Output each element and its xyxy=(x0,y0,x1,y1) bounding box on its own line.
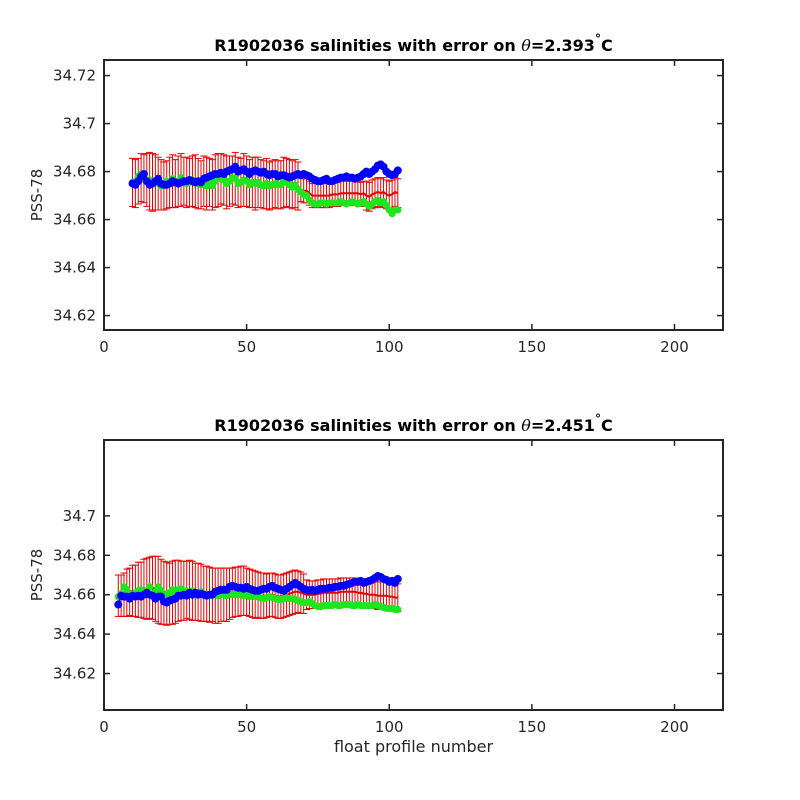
x-axis-label: float profile number xyxy=(334,737,494,756)
chart-title-theta: θ xyxy=(521,416,531,435)
y-axis-label: PSS-78 xyxy=(28,169,46,222)
corrected-point xyxy=(394,206,402,214)
chart-title: R1902036 salinities with error on θ=2.39… xyxy=(214,32,612,55)
y-tick-label: 34.62 xyxy=(53,665,96,683)
y-tick-label: 34.68 xyxy=(53,163,96,181)
raw-point xyxy=(393,166,402,175)
chart-title: R1902036 salinities with error on θ=2.45… xyxy=(214,412,612,435)
chart-title-unit: C xyxy=(601,36,613,55)
chart-panel-1: 0 50 100 150 200 34.62 34.64 34.66 34.68 34.7 34.7… xyxy=(28,32,724,356)
x-tick-label: 100 xyxy=(375,338,404,356)
raw-point xyxy=(114,600,123,609)
chart-title-value: =2.393 xyxy=(531,36,595,55)
y-tick-label: 34.64 xyxy=(53,259,96,277)
y-tick-label: 34.7 xyxy=(63,115,96,133)
corrected-point xyxy=(394,605,402,614)
plot-area xyxy=(104,440,723,710)
chart-panel-2: 0 50 100 150 200 34.62 34.64 34.66 34.68 34.7 PSS-… xyxy=(28,412,724,756)
y-axis-label: PSS-78 xyxy=(28,549,46,602)
chart-title-text: R1902036 salinities with error on xyxy=(214,416,521,435)
x-tick-label: 150 xyxy=(518,718,547,736)
chart-title-theta: θ xyxy=(521,36,531,55)
chart-title-degree: ° xyxy=(595,32,601,46)
x-tick-label: 50 xyxy=(237,718,256,736)
chart-title-value: =2.451 xyxy=(531,416,595,435)
x-tick-label: 100 xyxy=(375,718,404,736)
y-tick-label: 34.66 xyxy=(53,586,96,604)
x-tick-label: 0 xyxy=(99,718,109,736)
x-tick-label: 0 xyxy=(99,338,109,356)
chart-title-unit: C xyxy=(601,416,613,435)
x-tick-label: 200 xyxy=(660,718,689,736)
raw-salinity-series xyxy=(114,571,402,609)
raw-point xyxy=(139,170,148,178)
y-tick-label: 34.7 xyxy=(63,507,96,525)
x-tick-label: 150 xyxy=(518,338,547,356)
y-tick-label: 34.62 xyxy=(53,307,96,325)
x-tick-label: 200 xyxy=(660,338,689,356)
chart-title-degree: ° xyxy=(595,412,601,426)
y-tick-label: 34.72 xyxy=(53,67,96,85)
chart-title-text: R1902036 salinities with error on xyxy=(214,36,521,55)
raw-point xyxy=(393,574,402,583)
corrected-point xyxy=(146,583,154,591)
x-tick-label: 50 xyxy=(237,338,256,356)
axes-frame xyxy=(103,59,724,331)
axes-frame xyxy=(103,439,724,711)
raw-salinity-series xyxy=(128,160,402,189)
y-tick-label: 34.68 xyxy=(53,546,96,564)
y-tick-label: 34.66 xyxy=(53,211,96,229)
y-tick-label: 34.64 xyxy=(53,625,96,643)
plot-area xyxy=(104,60,723,330)
